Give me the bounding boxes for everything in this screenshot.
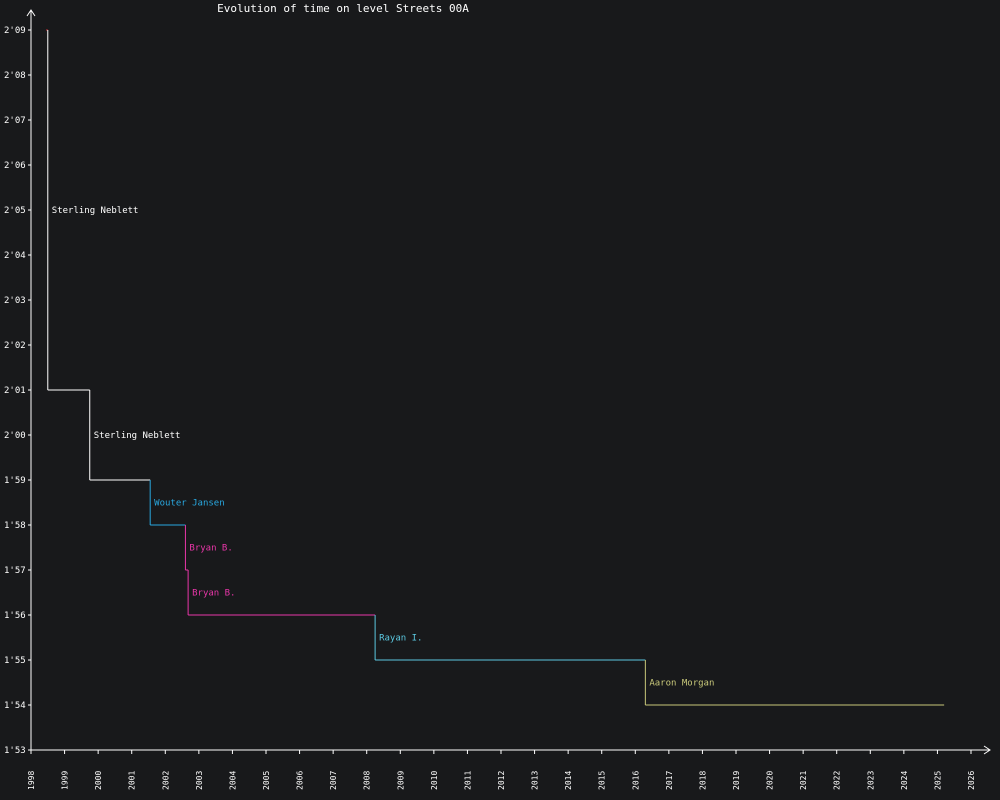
x-tick-label: 2003	[195, 771, 204, 790]
x-tick-label: 2023	[866, 771, 875, 790]
y-tick-label: 1'54	[4, 701, 26, 711]
x-tick-label: 2010	[430, 771, 439, 790]
y-tick-label: 2'00	[4, 431, 26, 441]
x-tick-label: 2020	[766, 771, 775, 790]
axes	[26, 9, 991, 755]
record-step-line	[47, 30, 90, 391]
record-holder-label: Wouter Jansen	[154, 499, 224, 509]
y-tick-label: 1'55	[4, 656, 26, 666]
record-holder-label: Aaron Morgan	[649, 679, 714, 689]
record-holder-label: Sterling Neblett	[52, 206, 139, 216]
record-step-line	[644, 660, 945, 706]
x-tick-label: 2021	[799, 771, 808, 790]
x-tick-label: 2007	[329, 771, 338, 790]
x-tick-label: 2005	[262, 771, 271, 790]
x-tick-label: 1998	[27, 771, 36, 790]
x-tick-label: 1999	[61, 771, 70, 790]
record-step-line	[184, 525, 189, 571]
record-holder-label: Rayan I.	[379, 634, 422, 644]
record-step-line	[374, 615, 646, 661]
y-tick-label: 2'02	[4, 341, 26, 351]
x-tick-label: 2008	[363, 771, 372, 790]
y-tick-label: 2'01	[4, 386, 26, 396]
record-step-line	[187, 570, 376, 616]
record-step-line	[89, 390, 151, 481]
x-axis-arrow	[983, 745, 991, 755]
y-axis-arrow	[26, 9, 36, 17]
x-tick-label: 2024	[900, 771, 909, 790]
x-tick-label: 2004	[228, 771, 237, 790]
y-tick-label: 1'56	[4, 611, 26, 621]
y-tick-label: 2'08	[4, 71, 26, 81]
x-tick-label: 2026	[967, 771, 976, 790]
y-tick-label: 2'07	[4, 116, 26, 126]
y-tick-label: 2'03	[4, 296, 26, 306]
x-tick-label: 2015	[598, 771, 607, 790]
y-tick-label: 1'59	[4, 476, 26, 486]
x-tick-label: 2025	[933, 771, 942, 790]
x-tick-label: 2018	[698, 771, 707, 790]
record-step-line	[149, 480, 186, 526]
record-holder-label: Bryan B.	[192, 589, 235, 599]
x-tick-label: 2002	[161, 771, 170, 790]
x-tick-label: 2017	[665, 771, 674, 790]
y-tick-label: 2'05	[4, 206, 26, 216]
x-tick-label: 2006	[296, 771, 305, 790]
y-tick-label: 1'58	[4, 521, 26, 531]
record-holder-label: Sterling Neblett	[94, 431, 181, 441]
x-tick-label: 2011	[463, 771, 472, 790]
x-tick-label: 2001	[128, 771, 137, 790]
x-tick-label: 2014	[564, 771, 573, 790]
series-lines	[46, 29, 945, 706]
y-tick-label: 1'57	[4, 566, 26, 576]
x-tick-label: 2016	[631, 771, 640, 790]
y-tick-label: 2'09	[4, 26, 26, 36]
x-axis-ticks: 1998 1999 2000 2001 2002 2003 2004 2005 2006 2007…	[27, 750, 976, 790]
y-tick-label: 2'06	[4, 161, 26, 171]
x-tick-label: 2013	[531, 771, 540, 790]
x-tick-label: 2019	[732, 771, 741, 790]
record-holder-label: Bryan B.	[189, 544, 232, 554]
x-tick-label: 2022	[833, 771, 842, 790]
series-labels: Sterling Neblett Sterling Neblett Wouter J…	[52, 206, 715, 689]
y-tick-label: 1'53	[4, 746, 26, 756]
x-tick-label: 2000	[94, 771, 103, 790]
x-tick-label: 2012	[497, 771, 506, 790]
chart-title: Evolution of time on level Streets 00A	[217, 2, 469, 15]
y-axis-ticks: 1'53 1'54 1'55 1'56 1'57 1'58 1'59 2'00 2'01 2'02…	[4, 26, 31, 756]
x-tick-label: 2009	[396, 771, 405, 790]
y-tick-label: 2'04	[4, 251, 26, 261]
